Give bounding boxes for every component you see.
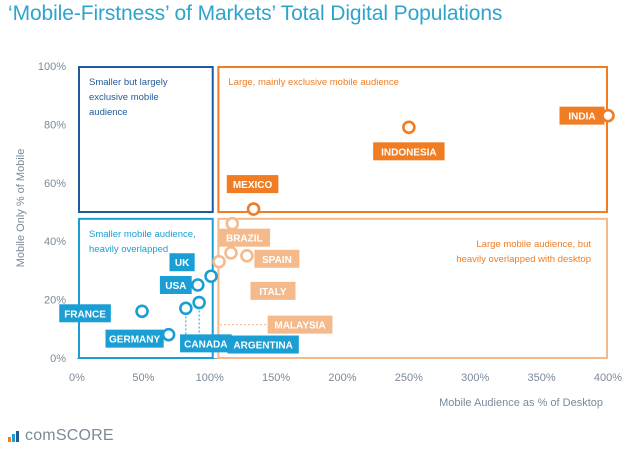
point-label: UK <box>175 258 190 269</box>
x-axis-title: Mobile Audience as % of Desktop <box>439 397 603 409</box>
y-tick-label: 60% <box>44 178 66 190</box>
quadrant-bottom-right <box>217 217 608 359</box>
point-label-box <box>105 329 164 348</box>
x-tick-label: 0% <box>69 372 85 384</box>
point-label-box <box>159 276 192 294</box>
quadrant-top-right-label: Large, mainly exclusive mobile audience <box>228 77 399 88</box>
quadrant-top-right <box>217 66 608 213</box>
point-label-box <box>227 335 299 354</box>
quadrant-bottom-right-label: Large mobile audience, but <box>476 239 591 250</box>
data-point <box>402 120 416 135</box>
point-label: SPAIN <box>262 255 292 266</box>
y-tick-label: 0% <box>50 353 66 365</box>
x-tick-label: 300% <box>461 372 489 384</box>
point-label: USA <box>165 281 186 292</box>
point-label: CANADA <box>184 339 227 350</box>
page-title: ‘Mobile-Firstness’ of Markets’ Total Dig… <box>8 2 503 25</box>
data-point <box>161 327 176 342</box>
x-tick-label: 200% <box>328 372 356 384</box>
quadrant-top-left-label: audience <box>89 107 128 118</box>
point-label-box <box>373 142 445 161</box>
quadrant-top-left-label: exclusive mobile <box>89 92 159 103</box>
x-tick-label: 50% <box>132 372 154 384</box>
data-point <box>246 202 261 216</box>
brand-name: comSCORE <box>25 427 114 444</box>
data-point <box>225 216 240 231</box>
point-label: FRANCE <box>64 309 106 320</box>
point-label-box <box>59 304 111 323</box>
x-tick-label: 250% <box>395 372 423 384</box>
y-tick-label: 40% <box>44 236 66 248</box>
x-tick-label: 100% <box>196 372 224 384</box>
point-label-box <box>267 315 333 334</box>
point-label: MALAYSIA <box>274 321 325 332</box>
point-label-box <box>254 249 300 268</box>
quadrant-top-left <box>78 66 214 213</box>
data-point <box>204 269 218 284</box>
y-axis-title: Mobile Only % of Mobile <box>15 149 27 268</box>
comscore-logo: comSCORE <box>8 427 114 445</box>
quadrant-bottom-left-label: Smaller mobile audience, <box>89 229 196 240</box>
point-label: INDONESIA <box>381 147 437 158</box>
point-label: ARGENTINA <box>233 341 292 352</box>
data-point <box>192 295 206 310</box>
data-point <box>179 301 193 316</box>
quadrant-bottom-left <box>78 217 214 359</box>
data-point <box>135 304 149 319</box>
point-label-box <box>180 334 232 353</box>
y-tick-label: 100% <box>38 61 66 73</box>
quadrant-bottom-left-label: heavily overlapped <box>89 244 168 255</box>
point-label: GERMANY <box>109 335 160 346</box>
point-label: BRAZIL <box>226 234 263 245</box>
point-label-box <box>250 281 296 300</box>
data-point <box>224 246 238 260</box>
point-label: ITALY <box>259 287 287 298</box>
data-point <box>240 249 254 263</box>
quadrant-bottom-right-label: heavily overlapped with desktop <box>456 254 591 265</box>
point-label-box <box>226 175 279 194</box>
data-point <box>601 108 615 123</box>
x-tick-label: 400% <box>594 372 622 384</box>
point-label-box <box>218 228 271 247</box>
point-label-box <box>559 106 605 125</box>
point-label-box <box>169 253 195 272</box>
y-tick-label: 80% <box>44 119 66 131</box>
data-point <box>212 254 226 269</box>
point-label: MEXICO <box>233 180 273 191</box>
x-tick-label: 350% <box>528 372 556 384</box>
comscore-logo-icon <box>8 431 19 442</box>
quadrant-top-left-label: Smaller but largely <box>89 77 168 88</box>
x-tick-label: 150% <box>262 372 290 384</box>
data-point <box>191 278 205 292</box>
point-label: INDIA <box>568 112 595 123</box>
y-tick-label: 20% <box>44 295 66 307</box>
